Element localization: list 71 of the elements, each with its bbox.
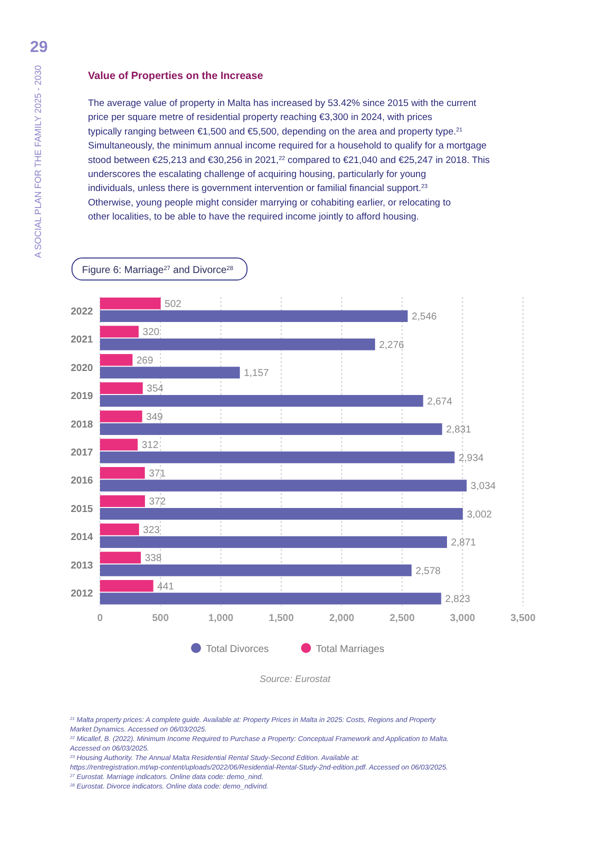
bar bbox=[100, 338, 376, 350]
x-tick-label: 1,500 bbox=[268, 613, 294, 624]
data-label: 2,831 bbox=[446, 424, 472, 436]
bar bbox=[100, 438, 138, 450]
y-tick-label: 2018 bbox=[70, 419, 94, 430]
bar bbox=[100, 395, 424, 407]
data-label: 2,546 bbox=[412, 312, 438, 323]
y-tick-label: 2013 bbox=[70, 560, 94, 572]
data-label: 323 bbox=[143, 524, 160, 536]
text: The average value of property in Malta has increased by 53.42% since 2015 with the current price per square metre of residential property reaching €3,300 in 2024, with prices typically ranging between €1,500 and €5,500, depending on the area and property type.$^{21}$ Simultaneously, the minimum annual income required for a household to qualify for a mortgage stood between €25,213 and €30,256 in 2021,$^{22}$ compared to €21,040 and €25,247 in 2018. This underscores the escalating challenge of acquiring housing, particularly for young individuals, unless there is government intervention or familial financial support.$^{23}$ Otherwise, young people might consider marrying or cohabiting earlier, or relocating to other localities, to be able to have the required income jointly to afford housing. bbox=[88, 98, 490, 223]
data-label: 371 bbox=[148, 468, 166, 480]
y-tick-label: 2015 bbox=[70, 504, 94, 515]
data-label: 502 bbox=[164, 298, 182, 310]
y-tick-label: 2022 bbox=[70, 306, 94, 318]
x-tick-label: 0 bbox=[97, 613, 104, 624]
data-label: 354 bbox=[146, 384, 164, 395]
bar bbox=[100, 452, 455, 464]
bar bbox=[100, 495, 145, 507]
bar bbox=[100, 326, 139, 338]
data-label: 338 bbox=[144, 553, 162, 564]
bar bbox=[100, 580, 154, 592]
x-tick-label: 3,000 bbox=[450, 613, 476, 624]
bar bbox=[100, 552, 141, 564]
data-label: 2,578 bbox=[416, 566, 442, 577]
data-label: 312 bbox=[142, 440, 159, 452]
text: 29 bbox=[30, 39, 48, 56]
y-tick-label: 2019 bbox=[70, 391, 94, 402]
bar bbox=[100, 310, 408, 322]
bar bbox=[100, 524, 140, 536]
data-label: 349 bbox=[146, 412, 164, 423]
text: A SOCIAL PLAN FOR THE FAMILY 2025 - 2030 bbox=[33, 65, 43, 258]
data-label: 3,002 bbox=[466, 509, 492, 520]
data-label: 372 bbox=[148, 496, 166, 508]
legend-label: Total Marriages bbox=[316, 644, 384, 655]
data-label: 269 bbox=[136, 355, 154, 366]
data-label: 441 bbox=[157, 581, 174, 592]
bar bbox=[100, 508, 463, 520]
bar bbox=[100, 366, 240, 378]
data-label: 2,276 bbox=[379, 340, 405, 351]
legend-label: Total Divorces bbox=[206, 644, 269, 655]
bar bbox=[100, 382, 143, 394]
bar bbox=[100, 480, 467, 492]
bar bbox=[100, 536, 447, 548]
x-tick-label: 1,000 bbox=[208, 613, 234, 624]
y-tick-label: 2017 bbox=[70, 448, 94, 458]
data-label: 1,157 bbox=[244, 368, 270, 380]
bar bbox=[100, 467, 145, 479]
y-tick-label: 2016 bbox=[70, 476, 94, 487]
data-label: 2,871 bbox=[450, 538, 476, 549]
data-label: 3,034 bbox=[470, 481, 496, 492]
y-tick-label: 2012 bbox=[70, 588, 94, 600]
y-tick-label: 2020 bbox=[70, 362, 94, 374]
bar bbox=[100, 410, 142, 422]
chart-title: Figure 6: Marriage$^{27}$ and Divorce$^{28}$ bbox=[82, 265, 234, 276]
bar bbox=[100, 564, 412, 576]
data-label: 2,823 bbox=[445, 594, 471, 606]
y-tick-label: 2014 bbox=[70, 532, 94, 544]
x-tick-label: 500 bbox=[152, 613, 170, 624]
data-label: 2,934 bbox=[458, 452, 484, 464]
bar bbox=[100, 592, 442, 604]
bar bbox=[100, 423, 442, 435]
text: Value of Properties on the Increase bbox=[88, 70, 264, 82]
data-label: 320 bbox=[142, 327, 160, 338]
x-tick-label: 2,000 bbox=[329, 613, 355, 624]
source-note: Source: Eurostat bbox=[260, 674, 331, 685]
bar bbox=[100, 298, 161, 310]
bar bbox=[100, 354, 133, 366]
y-tick-label: 2021 bbox=[70, 334, 94, 346]
x-tick-label: 2,500 bbox=[390, 613, 416, 624]
data-label: 2,674 bbox=[427, 396, 453, 408]
x-tick-label: 3,500 bbox=[510, 613, 536, 624]
